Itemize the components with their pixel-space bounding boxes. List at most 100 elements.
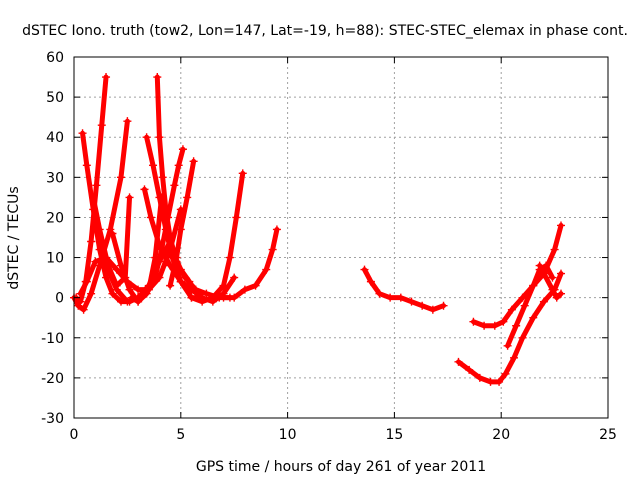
data-point-marker [187, 293, 196, 302]
data-point-marker [142, 133, 151, 142]
data-point-marker [116, 261, 125, 270]
data-point-marker [116, 173, 125, 182]
data-point-marker [529, 313, 538, 322]
data-point-marker [475, 373, 484, 382]
series-track-19 [535, 261, 566, 302]
y-axis-label: dSTEC / TECUs [6, 186, 22, 289]
data-point-marker [490, 321, 499, 330]
data-point-marker [518, 333, 527, 342]
tick-layer: 0 5 10 15 20 25 -30 -20 -10 0 10 20 30 40 50 60 [41, 50, 617, 443]
data-point-marker [112, 265, 121, 274]
data-point-marker [82, 277, 91, 286]
data-point-marker [219, 281, 228, 290]
grid-layer [74, 57, 608, 418]
series-track-18 [503, 261, 557, 350]
data-point-marker [360, 265, 369, 274]
data-point-marker [102, 261, 111, 270]
data-point-marker [520, 301, 529, 310]
data-point-marker [161, 205, 170, 214]
chart-title: dSTEC Iono. truth (tow2, Lon=147, Lat=-1… [22, 23, 628, 39]
data-point-marker [208, 293, 217, 302]
x-tick-label: 15 [385, 427, 403, 443]
y-tick-label: 0 [55, 291, 64, 307]
y-tick-label: -10 [41, 331, 64, 347]
data-point-marker [95, 237, 104, 246]
data-point-marker [134, 285, 143, 294]
data-point-marker [219, 293, 228, 302]
data-point-marker [539, 297, 548, 306]
data-point-marker [123, 297, 132, 306]
data-point-marker [176, 225, 185, 234]
data-point-marker [486, 377, 495, 386]
series-layer [70, 73, 566, 386]
series-track-13 [187, 169, 247, 306]
data-point-marker [140, 185, 149, 194]
data-point-marker [557, 269, 566, 278]
data-point-marker [189, 157, 198, 166]
data-point-marker [91, 257, 100, 266]
data-point-marker [155, 241, 164, 250]
data-point-marker [198, 297, 207, 306]
x-tick-label: 5 [176, 427, 185, 443]
data-point-marker [181, 273, 190, 282]
data-point-marker [230, 293, 239, 302]
data-point-marker [92, 181, 101, 190]
data-point-marker [238, 169, 247, 178]
data-point-marker [155, 193, 164, 202]
y-tick-label: 20 [46, 210, 64, 226]
data-point-marker [87, 289, 96, 298]
data-point-marker [396, 293, 405, 302]
data-point-marker [439, 301, 448, 310]
data-point-marker [454, 357, 463, 366]
data-point-marker [529, 281, 538, 290]
plot-frame [73, 56, 609, 419]
series-track-16 [454, 269, 566, 386]
data-point-marker [125, 193, 134, 202]
data-point-marker [202, 289, 211, 298]
y-tick-label: -30 [41, 411, 64, 427]
data-point-marker [510, 353, 519, 362]
data-point-marker [183, 193, 192, 202]
data-point-marker [230, 273, 239, 282]
y-tick-label: 30 [46, 170, 64, 186]
data-point-marker [507, 305, 516, 314]
data-point-marker [268, 245, 277, 254]
data-point-marker [480, 321, 489, 330]
x-tick-label: 20 [492, 427, 510, 443]
data-point-marker [78, 129, 87, 138]
data-point-marker [127, 293, 136, 302]
y-tick-label: 60 [46, 50, 64, 66]
y-tick-label: -20 [41, 371, 64, 387]
data-point-marker [251, 281, 260, 290]
data-point-marker [170, 181, 179, 190]
data-point-marker [76, 297, 85, 306]
data-point-marker [102, 73, 111, 82]
data-point-marker [386, 293, 395, 302]
series-line [188, 170, 246, 305]
data-point-marker [518, 293, 527, 302]
data-point-marker [225, 253, 234, 262]
data-point-marker [557, 221, 566, 230]
data-point-marker [272, 225, 281, 234]
data-point-marker [106, 225, 115, 234]
data-point-marker [503, 341, 512, 350]
y-tick-label: 50 [46, 90, 64, 106]
series-line [361, 267, 447, 313]
data-point-marker [550, 245, 559, 254]
data-point-marker [153, 73, 162, 82]
x-tick-label: 25 [599, 427, 617, 443]
data-point-marker [176, 277, 185, 286]
data-point-marker [428, 305, 437, 314]
data-point-marker [262, 265, 271, 274]
x-tick-label: 0 [70, 427, 79, 443]
data-point-marker [499, 317, 508, 326]
data-point-marker [178, 145, 187, 154]
data-point-marker [112, 285, 121, 294]
data-point-marker [240, 285, 249, 294]
data-point-marker [89, 193, 98, 202]
data-point-marker [465, 365, 474, 374]
data-point-marker [166, 233, 175, 242]
data-point-marker [82, 161, 91, 170]
data-point-marker [542, 273, 551, 282]
